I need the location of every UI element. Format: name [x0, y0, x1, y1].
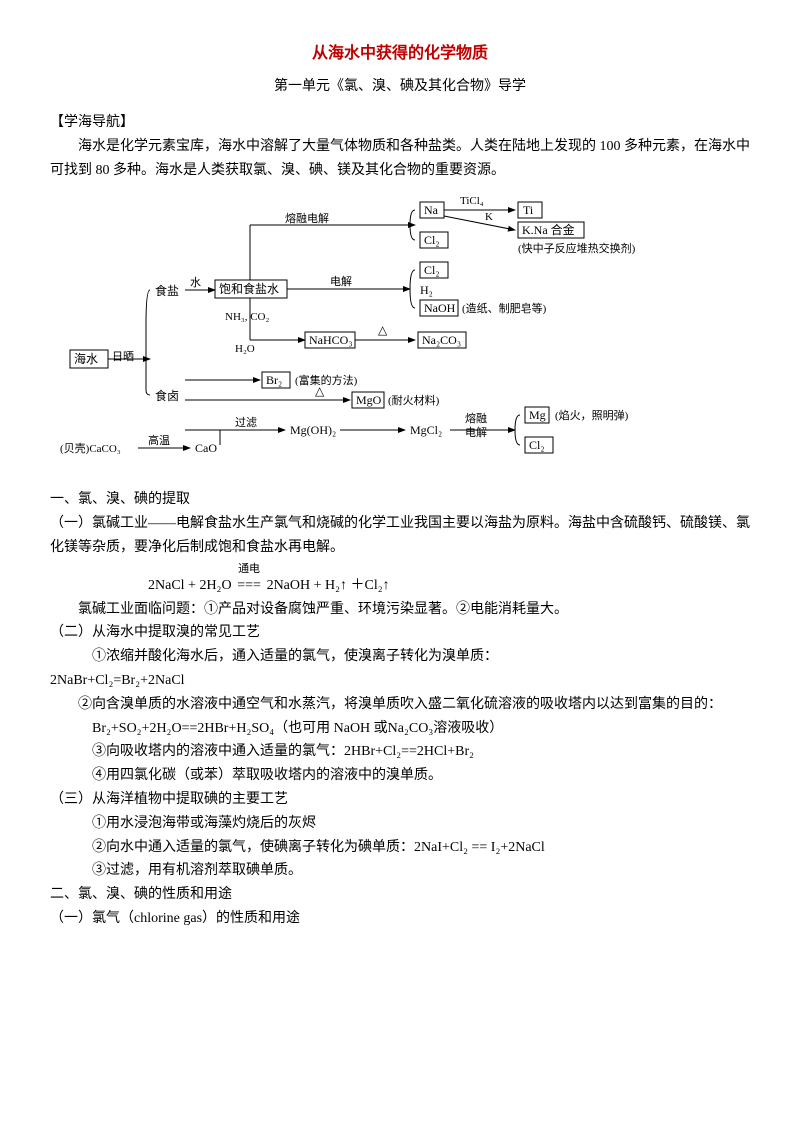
note-kna: (快中子反应堆热交换剂)	[518, 241, 636, 255]
node-nahco3: NaHCO₃	[309, 333, 353, 347]
step-1-2-2: ②向含溴单质的水溶液中通空气和水蒸汽，将溴单质吹入盛二氧化硫溶液的吸收塔内以达到…	[50, 693, 750, 741]
page-title: 从海水中获得的化学物质	[50, 40, 750, 67]
node-mgcl2: MgCl₂	[410, 423, 442, 437]
step-1-2-1b: 2NaBr+Cl₂=Br₂+2NaCl	[50, 669, 750, 693]
label-elec: 电解	[330, 274, 352, 288]
node-cl2-a: Cl₂	[424, 233, 440, 247]
node-satbrine: 饱和食盐水	[219, 281, 279, 296]
node-mg: Mg	[529, 408, 546, 422]
note-mgo: (耐火材料)	[388, 393, 440, 407]
section-1-2: （二）从海水中提取溴的常见工艺	[50, 621, 750, 645]
node-seawater: 海水	[74, 351, 98, 366]
node-cl2-b: Cl₂	[424, 263, 440, 277]
note-naoh: (造纸、制肥皂等)	[462, 301, 547, 315]
step-1-2-3: ③向吸收塔内的溶液中通入适量的氯气：2HBr+Cl₂==2HCl+Br₂	[50, 740, 750, 764]
label-meltelec1: 熔融	[465, 411, 487, 425]
label-ticl4: TiCl₄	[460, 195, 484, 207]
node-h2: H₂	[420, 283, 433, 297]
node-naoh: NaOH	[424, 301, 456, 315]
label-k: K	[485, 211, 493, 223]
nav-label: 【学海导航】	[50, 111, 750, 135]
section-1-3: （三）从海洋植物中提取碘的主要工艺	[50, 788, 750, 812]
label-h2o: H₂O	[235, 343, 255, 355]
label-meltelec2: 电解	[465, 425, 487, 439]
label-tri2: △	[315, 384, 325, 398]
node-mgo: MgO	[356, 393, 382, 407]
page-subtitle: 第一单元《氯、溴、碘及其化合物》导学	[50, 75, 750, 99]
heading-2: 二、氯、溴、碘的性质和用途	[50, 883, 750, 907]
node-mgoh2: Mg(OH)₂	[290, 423, 336, 437]
heading-1: 一、氯、溴、碘的提取	[50, 488, 750, 512]
label-sun: 日晒	[112, 350, 134, 363]
label-tri1: △	[378, 323, 388, 337]
section-2-1: （一）氯气（chlorine gas）的性质和用途	[50, 907, 750, 931]
note-br2: (富集的方法)	[295, 373, 358, 387]
label-salt: 食盐	[155, 283, 179, 298]
node-kna: K.Na 合金	[522, 222, 575, 237]
label-melt: 熔融电解	[285, 211, 329, 225]
step-1-2-4: ④用四氯化碳（或苯）萃取吸收塔内的溶液中的溴单质。	[50, 764, 750, 788]
node-br2: Br₂	[266, 373, 282, 387]
section-1-1: （一）氯碱工业——电解食盐水生产氯气和烧碱的化学工业我国主要以海盐为原料。海盐中…	[50, 512, 750, 560]
node-cl2-c: Cl₂	[529, 438, 545, 452]
node-ti: Ti	[523, 203, 534, 217]
process-diagram: 海水 日晒 食盐 食卤 水 饱和食盐水 熔融电解 Na Cl₂ TiCl₄ Ti…	[60, 190, 740, 480]
step-1-3-1: ①用水浸泡海带或海藻灼烧后的灰烬	[50, 812, 750, 836]
label-hightemp: 高温	[148, 433, 170, 447]
note-mg: (焰火，照明弹)	[555, 408, 629, 422]
label-filter: 过滤	[235, 416, 257, 429]
node-na: Na	[424, 203, 439, 217]
node-na2co3: Na₂CO₃	[422, 333, 461, 347]
label-brine: 食卤	[155, 388, 179, 403]
node-cao: CaO	[195, 441, 217, 455]
step-1-2-1a: ①浓缩并酸化海水后，通入适量的氯气，使溴离子转化为溴单质：	[50, 645, 750, 669]
step-1-3-2: ②向水中通入适量的氯气，使碘离子转化为碘单质：2NaI+Cl₂ == I₂+2N…	[50, 836, 750, 860]
intro-paragraph: 海水是化学元素宝库，海水中溶解了大量气体物质和各种盐类。人类在陆地上发现的 10…	[50, 135, 750, 183]
step-1-3-3: ③过滤，用有机溶剂萃取碘单质。	[50, 859, 750, 883]
label-nh3co2: NH₃, CO₂	[225, 311, 270, 323]
label-water: 水	[190, 276, 201, 289]
equation-1: 2NaCl + 2H₂O 通电=== 2NaOH + H₂↑ ＋Cl₂↑	[148, 574, 750, 598]
node-shell: (贝壳)CaCO₃	[60, 441, 121, 455]
section-1-1b: 氯碱工业面临问题：①产品对设备腐蚀严重、环境污染显著。②电能消耗量大。	[50, 598, 750, 622]
